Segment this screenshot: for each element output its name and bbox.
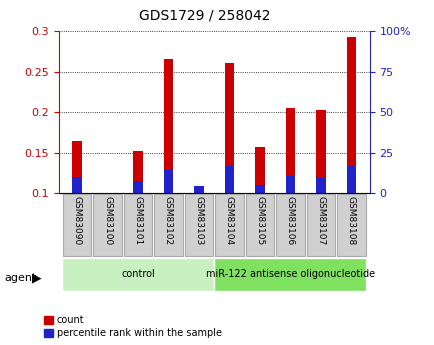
Text: GSM83101: GSM83101 — [133, 196, 142, 245]
Text: GSM83090: GSM83090 — [72, 196, 81, 245]
Text: GSM83103: GSM83103 — [194, 196, 203, 245]
Bar — [255, 147, 264, 193]
Text: GDS1729 / 258042: GDS1729 / 258042 — [138, 9, 270, 23]
FancyBboxPatch shape — [62, 258, 213, 291]
FancyBboxPatch shape — [93, 195, 122, 256]
FancyBboxPatch shape — [245, 195, 274, 256]
FancyBboxPatch shape — [214, 258, 365, 291]
Text: GSM83108: GSM83108 — [346, 196, 355, 245]
Bar — [285, 176, 294, 193]
Text: GSM83106: GSM83106 — [285, 196, 294, 245]
FancyBboxPatch shape — [306, 195, 335, 256]
Bar — [285, 108, 294, 193]
Bar — [224, 63, 233, 193]
Bar — [133, 181, 142, 193]
Bar — [164, 59, 173, 193]
Text: control: control — [121, 269, 155, 279]
Bar — [194, 186, 203, 193]
Bar — [316, 178, 325, 193]
Text: ▶: ▶ — [32, 271, 41, 284]
Bar — [346, 37, 355, 193]
Bar — [133, 151, 142, 193]
Text: GSM83104: GSM83104 — [224, 196, 233, 245]
Bar — [255, 185, 264, 193]
FancyBboxPatch shape — [336, 195, 365, 256]
FancyBboxPatch shape — [184, 195, 213, 256]
Bar — [346, 166, 355, 193]
Bar — [316, 110, 325, 193]
Bar — [164, 170, 173, 193]
Bar — [72, 177, 82, 193]
Bar — [224, 166, 233, 193]
FancyBboxPatch shape — [276, 195, 304, 256]
FancyBboxPatch shape — [123, 195, 152, 256]
Text: miR-122 antisense oligonucleotide: miR-122 antisense oligonucleotide — [205, 269, 374, 279]
Legend: count, percentile rank within the sample: count, percentile rank within the sample — [44, 315, 221, 338]
Bar — [72, 140, 82, 193]
FancyBboxPatch shape — [215, 195, 243, 256]
Text: GSM83105: GSM83105 — [255, 196, 264, 245]
Text: agent: agent — [4, 273, 36, 283]
Text: GSM83102: GSM83102 — [164, 196, 173, 245]
FancyBboxPatch shape — [154, 195, 182, 256]
FancyBboxPatch shape — [62, 195, 91, 256]
Text: GSM83107: GSM83107 — [316, 196, 325, 245]
Text: GSM83100: GSM83100 — [103, 196, 112, 245]
